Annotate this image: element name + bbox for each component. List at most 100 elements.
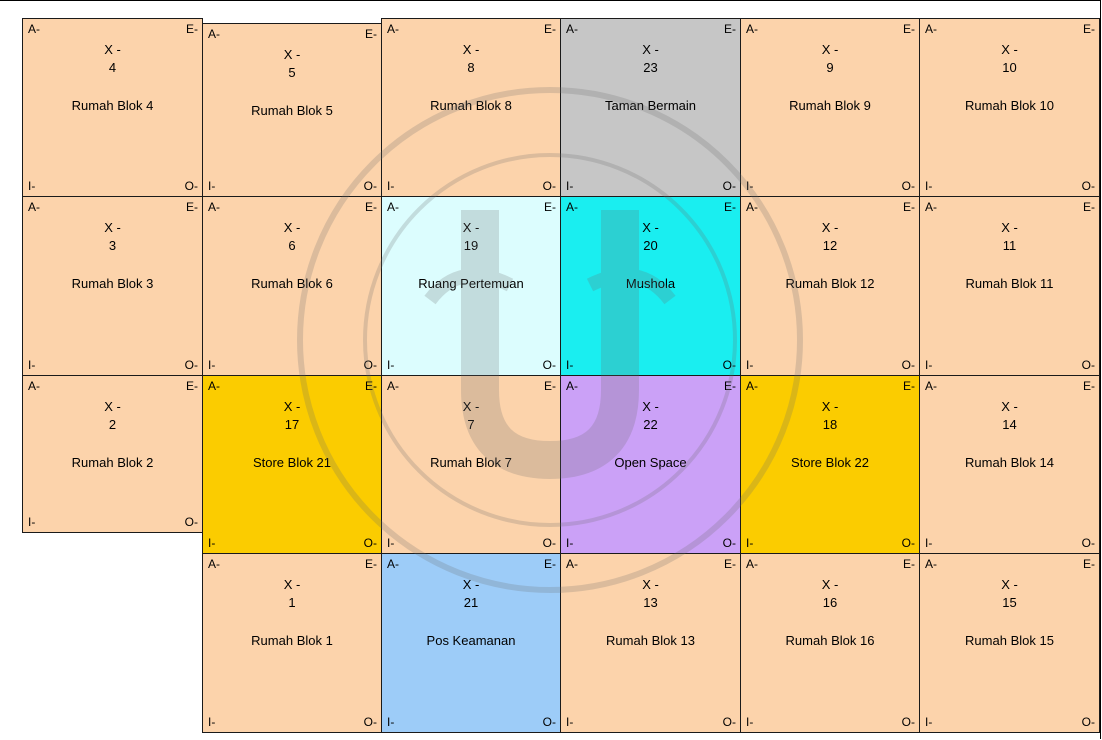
block-rumah-blok-3: A- E- I- O- X - 3 Rumah Blok 3	[22, 196, 203, 376]
block-name: Rumah Blok 7	[430, 455, 512, 470]
block-store-blok-21: A- E- I- O- X - 17 Store Blok 21	[202, 375, 382, 554]
corner-label-i: I-	[925, 179, 933, 193]
block-rumah-blok-1: A- E- I- O- X - 1 Rumah Blok 1	[202, 553, 382, 733]
corner-label-a: A-	[566, 22, 578, 36]
corner-label-o: O-	[901, 536, 915, 550]
corner-label-a: A-	[28, 379, 40, 393]
block-x-label: X -	[104, 399, 121, 414]
corner-label-a: A-	[28, 200, 40, 214]
block-number: 2	[108, 417, 117, 432]
corner-label-i: I-	[925, 715, 933, 729]
block-x-label: X -	[283, 47, 301, 62]
corner-label-i: I-	[208, 536, 216, 550]
block-x-label: X -	[462, 577, 480, 592]
corner-label-o: O-	[184, 179, 198, 193]
block-name: Mushola	[625, 276, 676, 291]
block-number: 23	[643, 60, 658, 75]
corner-label-i: I-	[387, 179, 395, 193]
block-rumah-blok-8: A- E- I- O- X - 8 Rumah Blok 8	[381, 18, 561, 197]
block-rumah-blok-10: A- E- I- O- X - 10 Rumah Blok 10	[919, 18, 1100, 197]
block-x-label: X -	[821, 42, 839, 57]
corner-label-o: O-	[722, 715, 736, 729]
block-rumah-blok-7: A- E- I- O- X - 7 Rumah Blok 7	[381, 375, 561, 554]
corner-label-a: A-	[925, 22, 937, 36]
block-number: 19	[463, 238, 479, 253]
block-rumah-blok-9: A- E- I- O- X - 9 Rumah Blok 9	[740, 18, 920, 197]
block-number: 22	[643, 417, 658, 432]
corner-label-i: I-	[28, 515, 36, 529]
block-x-label: X -	[462, 220, 480, 235]
corner-label-e: E-	[903, 557, 915, 571]
block-x-label: X -	[1001, 220, 1018, 235]
corner-label-a: A-	[387, 379, 399, 393]
corner-label-e: E-	[724, 557, 736, 571]
corner-label-o: O-	[1081, 179, 1095, 193]
block-name: Rumah Blok 11	[965, 276, 1054, 291]
corner-label-i: I-	[387, 536, 395, 550]
corner-label-e: E-	[724, 379, 736, 393]
corner-label-o: O-	[363, 179, 377, 193]
corner-label-e: E-	[1083, 557, 1095, 571]
corner-label-i: I-	[28, 179, 36, 193]
block-x-label: X -	[642, 577, 659, 592]
corner-label-i: I-	[746, 358, 754, 372]
corner-label-o: O-	[901, 715, 915, 729]
corner-label-o: O-	[184, 358, 198, 372]
block-x-label: X -	[462, 42, 480, 57]
block-name: Rumah Blok 6	[251, 276, 333, 291]
corner-label-a: A-	[208, 200, 220, 214]
block-ruang-pertemuan: A- E- I- O- X - 19 Ruang Pertemuan	[381, 196, 561, 376]
block-rumah-blok-6: A- E- I- O- X - 6 Rumah Blok 6	[202, 196, 382, 376]
block-number: 16	[822, 595, 838, 610]
corner-label-e: E-	[365, 200, 377, 214]
block-x-label: X -	[821, 220, 839, 235]
block-rumah-blok-14: A- E- I- O- X - 14 Rumah Blok 14	[919, 375, 1100, 554]
block-name: Rumah Blok 8	[430, 98, 512, 113]
corner-label-i: I-	[566, 715, 574, 729]
block-number: 9	[826, 60, 834, 75]
corner-label-i: I-	[566, 536, 574, 550]
block-number: 7	[467, 417, 475, 432]
corner-label-e: E-	[544, 379, 556, 393]
block-name: Rumah Blok 15	[965, 633, 1054, 648]
block-number: 18	[822, 417, 838, 432]
block-x-label: X -	[283, 577, 301, 592]
corner-label-o: O-	[542, 715, 556, 729]
block-number: 15	[1002, 595, 1017, 610]
block-number: 17	[284, 417, 300, 432]
block-number: 20	[643, 238, 658, 253]
block-name: Taman Bermain	[604, 98, 697, 113]
corner-label-e: E-	[1083, 22, 1095, 36]
block-number: 6	[288, 238, 296, 253]
corner-label-i: I-	[746, 536, 754, 550]
block-number: 8	[467, 60, 475, 75]
corner-label-i: I-	[746, 715, 754, 729]
corner-label-e: E-	[1083, 379, 1095, 393]
corner-label-i: I-	[746, 179, 754, 193]
block-rumah-blok-2: A- E- I- O- X - 2 Rumah Blok 2	[22, 375, 203, 533]
block-x-label: X -	[642, 220, 659, 235]
corner-label-o: O-	[722, 358, 736, 372]
corner-label-i: I-	[28, 358, 36, 372]
corner-label-a: A-	[566, 557, 578, 571]
corner-label-o: O-	[363, 715, 377, 729]
corner-label-a: A-	[208, 379, 220, 393]
block-x-label: X -	[821, 577, 839, 592]
corner-label-e: E-	[903, 22, 915, 36]
corner-label-o: O-	[184, 515, 198, 529]
block-taman-bermain: A- E- I- O- X - 23 Taman Bermain	[560, 18, 741, 197]
block-rumah-blok-5: A- E- I- O- X - 5 Rumah Blok 5	[202, 23, 382, 197]
block-rumah-blok-4: A- E- I- O- X - 4 Rumah Blok 4	[22, 18, 203, 197]
corner-label-o: O-	[1081, 358, 1095, 372]
block-name: Rumah Blok 12	[785, 276, 875, 291]
corner-label-o: O-	[1081, 536, 1095, 550]
block-number: 5	[288, 65, 296, 80]
corner-label-a: A-	[208, 27, 220, 41]
corner-label-a: A-	[387, 22, 399, 36]
block-name: Pos Keamanan	[426, 633, 516, 648]
corner-label-a: A-	[746, 557, 758, 571]
corner-label-a: A-	[746, 22, 758, 36]
corner-label-a: A-	[28, 22, 40, 36]
block-rumah-blok-15: A- E- I- O- X - 15 Rumah Blok 15	[919, 553, 1100, 733]
block-rumah-blok-11: A- E- I- O- X - 11 Rumah Blok 11	[919, 196, 1100, 376]
